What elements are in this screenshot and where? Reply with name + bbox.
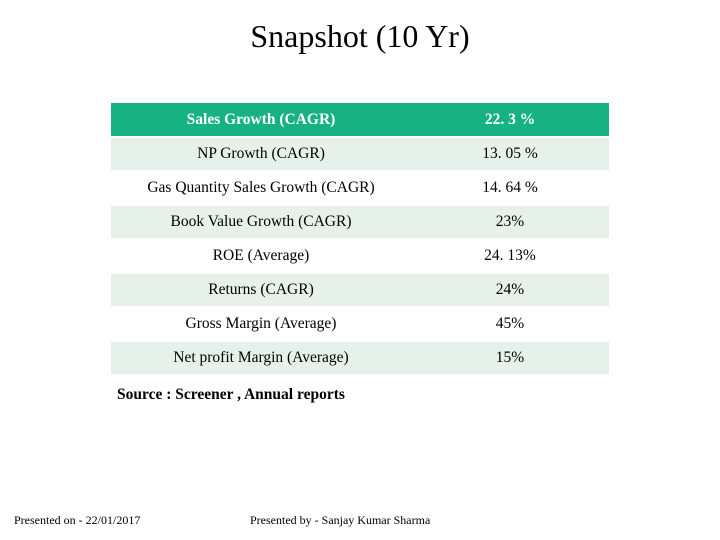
- table-row: Sales Growth (CAGR) 22. 3 %: [111, 103, 609, 137]
- metric-cell: NP Growth (CAGR): [111, 137, 411, 171]
- footer-presented-on: Presented on - 22/01/2017: [14, 513, 140, 528]
- value-cell: 24%: [411, 273, 609, 307]
- table-row: Returns (CAGR) 24%: [111, 273, 609, 307]
- table-row: Net profit Margin (Average) 15%: [111, 341, 609, 375]
- value-cell: 15%: [411, 341, 609, 375]
- page-title: Snapshot (10 Yr): [0, 0, 720, 55]
- metric-cell: ROE (Average): [111, 239, 411, 273]
- metric-cell: Book Value Growth (CAGR): [111, 205, 411, 239]
- value-cell: 45%: [411, 307, 609, 341]
- value-cell: 23%: [411, 205, 609, 239]
- metric-cell: Gross Margin (Average): [111, 307, 411, 341]
- metric-cell: Gas Quantity Sales Growth (CAGR): [111, 171, 411, 205]
- snapshot-table: Sales Growth (CAGR) 22. 3 % NP Growth (C…: [111, 103, 609, 376]
- footer-presented-by: Presented by - Sanjay Kumar Sharma: [250, 513, 430, 528]
- table-row: ROE (Average) 24. 13%: [111, 239, 609, 273]
- value-cell: 24. 13%: [411, 239, 609, 273]
- snapshot-table-container: Sales Growth (CAGR) 22. 3 % NP Growth (C…: [111, 103, 609, 376]
- metric-cell: Net profit Margin (Average): [111, 341, 411, 375]
- table-row: NP Growth (CAGR) 13. 05 %: [111, 137, 609, 171]
- table-row: Gross Margin (Average) 45%: [111, 307, 609, 341]
- metric-cell: Returns (CAGR): [111, 273, 411, 307]
- value-cell: 22. 3 %: [411, 103, 609, 137]
- value-cell: 13. 05 %: [411, 137, 609, 171]
- table-row: Book Value Growth (CAGR) 23%: [111, 205, 609, 239]
- value-cell: 14. 64 %: [411, 171, 609, 205]
- table-row: Gas Quantity Sales Growth (CAGR) 14. 64 …: [111, 171, 609, 205]
- source-label: Source : Screener , Annual reports: [111, 386, 609, 404]
- metric-cell: Sales Growth (CAGR): [111, 103, 411, 137]
